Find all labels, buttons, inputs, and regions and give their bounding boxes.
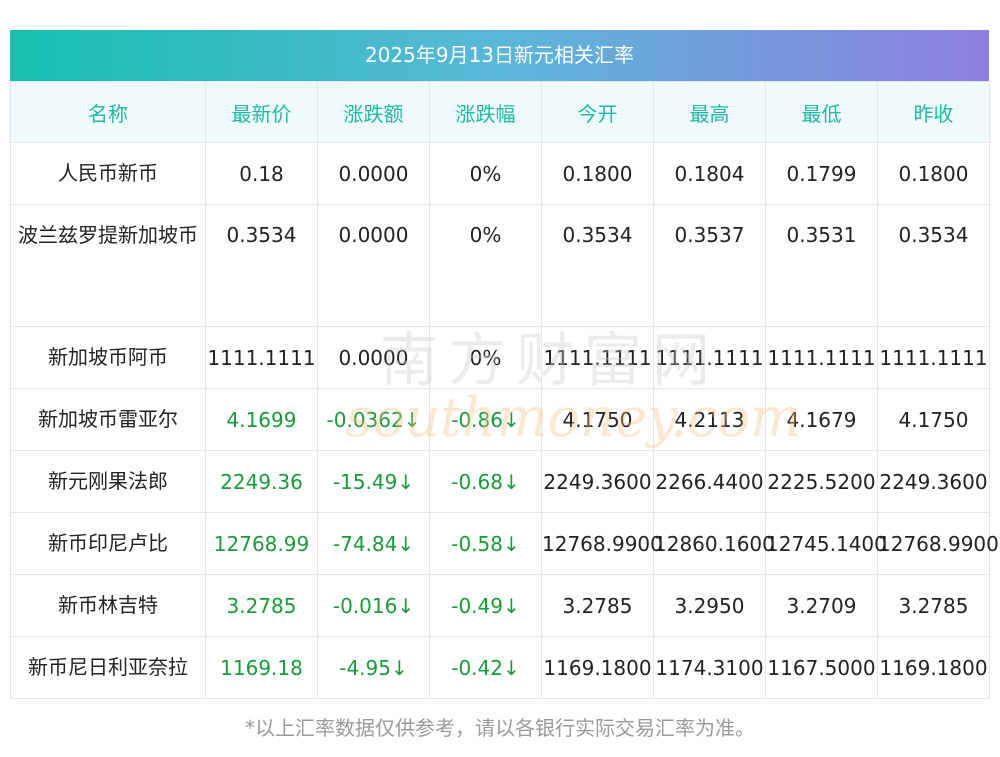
header-row: 名称 最新价 涨跌额 涨跌幅 今开 最高 最低 昨收 bbox=[10, 81, 990, 143]
cell-prev-close: 2249.3600 bbox=[877, 450, 990, 513]
cell-change-pct: -0.42↓ bbox=[429, 636, 542, 699]
cell-high: 0.1804 bbox=[653, 142, 766, 205]
cell-prev-close: 0.1800 bbox=[877, 142, 990, 205]
cell-change: -15.49↓ bbox=[317, 450, 430, 513]
cell-latest: 0.18 bbox=[205, 142, 318, 205]
col-header-prev-close: 昨收 bbox=[877, 81, 990, 143]
cell-high: 12860.1600 bbox=[653, 512, 775, 575]
cell-change: 0.0000 bbox=[317, 204, 430, 327]
table-row: 新加坡币雷亚尔 4.1699 -0.0362↓ -0.86↓ 4.1750 4.… bbox=[10, 388, 990, 451]
cell-low: 3.2709 bbox=[765, 574, 878, 637]
rate-table: 名称 最新价 涨跌额 涨跌幅 今开 最高 最低 昨收 人民币新币 0.18 0.… bbox=[10, 81, 999, 699]
table-row: 波兰兹罗提新加坡币 0.3534 0.0000 0% 0.3534 0.3537… bbox=[10, 204, 990, 327]
cell-open: 12768.9900 bbox=[541, 512, 663, 575]
cell-open: 2249.3600 bbox=[541, 450, 654, 513]
cell-open: 0.3534 bbox=[541, 204, 654, 327]
cell-high: 3.2950 bbox=[653, 574, 766, 637]
cell-change: -0.0362↓ bbox=[317, 388, 430, 451]
table-title: 2025年9月13日新元相关汇率 bbox=[10, 30, 989, 81]
cell-latest: 12768.99 bbox=[205, 512, 318, 575]
cell-name: 新加坡币阿币 bbox=[10, 326, 206, 389]
cell-high: 2266.4400 bbox=[653, 450, 766, 513]
cell-open: 3.2785 bbox=[541, 574, 654, 637]
cell-high: 1174.3100 bbox=[653, 636, 766, 699]
cell-high: 4.2113 bbox=[653, 388, 766, 451]
cell-low: 12745.1400 bbox=[765, 512, 887, 575]
cell-latest: 4.1699 bbox=[205, 388, 318, 451]
cell-change-pct: -0.86↓ bbox=[429, 388, 542, 451]
cell-name: 新加坡币雷亚尔 bbox=[10, 388, 206, 451]
table-row: 新币尼日利亚奈拉 1169.18 -4.95↓ -0.42↓ 1169.1800… bbox=[10, 636, 990, 699]
cell-high: 1111.1111 bbox=[653, 326, 766, 389]
cell-change-pct: 0% bbox=[429, 204, 542, 327]
table-row: 新加坡币阿币 1111.1111 0.0000 0% 1111.1111 111… bbox=[10, 326, 990, 389]
cell-prev-close: 1169.1800 bbox=[877, 636, 990, 699]
cell-latest: 1169.18 bbox=[205, 636, 318, 699]
cell-prev-close: 3.2785 bbox=[877, 574, 990, 637]
cell-name: 新元刚果法郎 bbox=[10, 450, 206, 513]
cell-prev-close: 0.3534 bbox=[877, 204, 990, 327]
rate-table-container: 2025年9月13日新元相关汇率 名称 最新价 涨跌额 涨跌幅 今开 最高 最低… bbox=[10, 30, 999, 699]
cell-open: 1111.1111 bbox=[541, 326, 654, 389]
cell-high: 0.3537 bbox=[653, 204, 766, 327]
table-row: 人民币新币 0.18 0.0000 0% 0.1800 0.1804 0.179… bbox=[10, 142, 990, 205]
cell-low: 0.3531 bbox=[765, 204, 878, 327]
cell-change-pct: -0.49↓ bbox=[429, 574, 542, 637]
cell-name: 人民币新币 bbox=[10, 142, 206, 205]
cell-name: 新币印尼卢比 bbox=[10, 512, 206, 575]
table-row: 新元刚果法郎 2249.36 -15.49↓ -0.68↓ 2249.3600 … bbox=[10, 450, 990, 513]
cell-open: 4.1750 bbox=[541, 388, 654, 451]
col-header-change: 涨跌额 bbox=[317, 81, 430, 143]
cell-change: -0.016↓ bbox=[317, 574, 430, 637]
disclaimer-note: *以上汇率数据仅供参考，请以各银行实际交易汇率为准。 bbox=[245, 716, 755, 740]
cell-low: 1167.5000 bbox=[765, 636, 878, 699]
col-header-latest: 最新价 bbox=[205, 81, 318, 143]
cell-name: 新币林吉特 bbox=[10, 574, 206, 637]
cell-open: 1169.1800 bbox=[541, 636, 654, 699]
cell-prev-close: 4.1750 bbox=[877, 388, 990, 451]
cell-open: 0.1800 bbox=[541, 142, 654, 205]
cell-prev-close: 12768.9900 bbox=[877, 512, 999, 575]
cell-latest: 2249.36 bbox=[205, 450, 318, 513]
table-row: 新币林吉特 3.2785 -0.016↓ -0.49↓ 3.2785 3.295… bbox=[10, 574, 990, 637]
cell-low: 2225.5200 bbox=[765, 450, 878, 513]
cell-change-pct: 0% bbox=[429, 142, 542, 205]
cell-name: 波兰兹罗提新加坡币 bbox=[10, 204, 206, 327]
col-header-open: 今开 bbox=[541, 81, 654, 143]
col-header-low: 最低 bbox=[765, 81, 878, 143]
cell-name: 新币尼日利亚奈拉 bbox=[10, 636, 206, 699]
cell-latest: 3.2785 bbox=[205, 574, 318, 637]
cell-low: 1111.1111 bbox=[765, 326, 878, 389]
cell-change: 0.0000 bbox=[317, 142, 430, 205]
cell-change-pct: 0% bbox=[429, 326, 542, 389]
cell-low: 0.1799 bbox=[765, 142, 878, 205]
cell-change: -4.95↓ bbox=[317, 636, 430, 699]
col-header-change-pct: 涨跌幅 bbox=[429, 81, 542, 143]
cell-change-pct: -0.58↓ bbox=[429, 512, 542, 575]
cell-change-pct: -0.68↓ bbox=[429, 450, 542, 513]
cell-low: 4.1679 bbox=[765, 388, 878, 451]
cell-latest: 0.3534 bbox=[205, 204, 318, 327]
col-header-high: 最高 bbox=[653, 81, 766, 143]
cell-prev-close: 1111.1111 bbox=[877, 326, 990, 389]
cell-change: 0.0000 bbox=[317, 326, 430, 389]
col-header-name: 名称 bbox=[10, 81, 206, 143]
cell-latest: 1111.1111 bbox=[205, 326, 318, 389]
cell-change: -74.84↓ bbox=[317, 512, 430, 575]
table-row: 新币印尼卢比 12768.99 -74.84↓ -0.58↓ 12768.990… bbox=[10, 512, 999, 575]
